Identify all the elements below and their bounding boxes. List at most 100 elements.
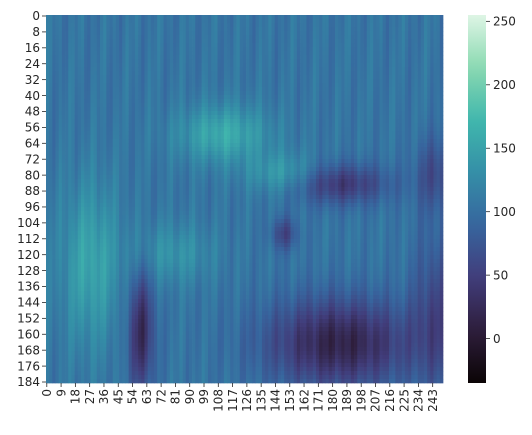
heatmap-cell [185, 135, 190, 140]
heatmap-cell [261, 43, 266, 48]
heatmap-cell [271, 143, 276, 148]
heatmap-cell [331, 79, 336, 84]
heatmap-cell [188, 59, 193, 64]
heatmap-cell [401, 31, 406, 36]
heatmap-cell [220, 43, 225, 48]
heatmap-cell [436, 155, 441, 160]
heatmap-cell [119, 75, 123, 80]
heatmap-cell [169, 43, 174, 48]
heatmap-cell [325, 79, 330, 84]
heatmap-cell [277, 39, 282, 44]
heatmap-cell [328, 123, 333, 128]
heatmap-cell [408, 127, 412, 132]
heatmap-cell [112, 155, 117, 160]
heatmap-cell [258, 103, 263, 108]
heatmap-cell [223, 127, 228, 132]
heatmap-cell [214, 103, 218, 108]
heatmap-cell [214, 111, 218, 116]
heatmap-cell [204, 135, 209, 140]
heatmap-cell [420, 43, 425, 48]
heatmap-cell [309, 123, 314, 128]
heatmap-cell [369, 167, 374, 172]
heatmap-cell [341, 27, 345, 32]
heatmap-cell [179, 167, 183, 172]
heatmap-cell [157, 131, 161, 136]
heatmap-cell [293, 79, 298, 84]
heatmap-cell [284, 19, 288, 24]
heatmap-cell [404, 115, 409, 120]
heatmap-cell [433, 43, 437, 48]
heatmap-cell [99, 15, 104, 20]
heatmap-cell [223, 171, 228, 176]
heatmap-cell [160, 19, 164, 24]
heatmap-cell [214, 123, 218, 128]
heatmap-cell [119, 135, 123, 140]
heatmap-cell [261, 59, 266, 64]
heatmap-cell [90, 147, 94, 152]
heatmap-cell [303, 127, 307, 132]
heatmap-cell [315, 151, 320, 156]
heatmap-cell [153, 163, 158, 168]
heatmap-cell [68, 39, 72, 44]
heatmap-cell [379, 163, 384, 168]
heatmap-cell [306, 111, 310, 116]
heatmap-cell [414, 127, 418, 132]
heatmap-cell [287, 55, 291, 60]
heatmap-cell [223, 39, 228, 44]
heatmap-cell [439, 99, 444, 104]
heatmap-cell [331, 47, 336, 52]
heatmap-cell [395, 163, 399, 168]
heatmap-cell [271, 131, 276, 136]
heatmap-cell [230, 51, 234, 56]
heatmap-cell [360, 35, 364, 40]
heatmap-cell [306, 47, 310, 52]
heatmap-cell [398, 39, 403, 44]
heatmap-cell [439, 163, 444, 168]
heatmap-cell [115, 63, 120, 68]
heatmap-cell [157, 167, 161, 172]
heatmap-cell [261, 27, 266, 32]
heatmap-cell [236, 39, 241, 44]
heatmap-cell [131, 119, 136, 124]
heatmap-cell [220, 39, 225, 44]
heatmap-cell [138, 135, 142, 140]
heatmap-cell [404, 103, 409, 108]
heatmap-cell [90, 171, 94, 176]
heatmap-cell [122, 79, 126, 84]
heatmap-cell [141, 31, 145, 36]
heatmap-cell [173, 103, 177, 108]
heatmap-cell [223, 31, 228, 36]
heatmap-cell [379, 171, 384, 176]
heatmap-cell [195, 135, 199, 140]
heatmap-cell [246, 115, 250, 120]
heatmap-cell [77, 31, 82, 36]
heatmap-cell [131, 71, 136, 76]
heatmap-cell [439, 79, 444, 84]
heatmap-cell [179, 139, 183, 144]
heatmap-cell [376, 59, 380, 64]
heatmap-cell [239, 115, 244, 120]
heatmap-cell [341, 147, 345, 152]
heatmap-cell [80, 35, 85, 40]
heatmap-cell [398, 147, 403, 152]
heatmap-cell [106, 171, 110, 176]
heatmap-cell [182, 15, 187, 20]
heatmap-cell [93, 19, 98, 24]
heatmap-cell [382, 159, 387, 164]
heatmap-cell [398, 163, 403, 168]
heatmap-cell [153, 43, 158, 48]
heatmap-cell [239, 155, 244, 160]
heatmap-cell [379, 139, 384, 144]
heatmap-cell [398, 27, 403, 32]
heatmap-cell [58, 111, 63, 116]
heatmap-cell [96, 43, 101, 48]
heatmap-cell [354, 171, 358, 176]
heatmap-cell [274, 143, 279, 148]
heatmap-cell [68, 15, 72, 20]
heatmap-cell [106, 135, 110, 140]
heatmap-cell [303, 123, 307, 128]
heatmap-cell [55, 47, 60, 52]
heatmap-cell [287, 79, 291, 84]
heatmap-cell [204, 19, 209, 24]
heatmap-cell [350, 47, 355, 52]
